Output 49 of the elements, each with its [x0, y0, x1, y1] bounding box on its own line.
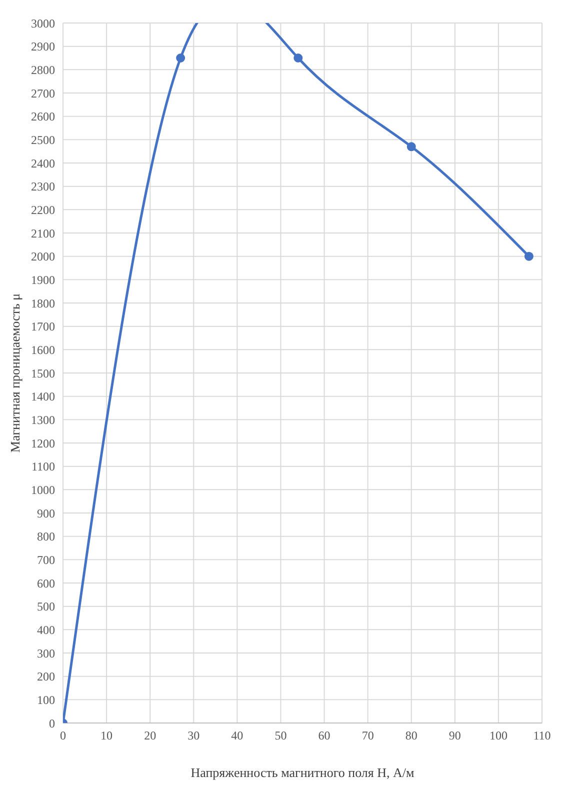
x-tick-label: 40 — [231, 728, 244, 743]
y-tick-label: 1200 — [31, 436, 55, 450]
y-tick-label: 1300 — [31, 412, 55, 427]
x-tick-label: 60 — [318, 728, 330, 743]
y-tick-label: 900 — [37, 506, 55, 520]
y-tick-label: 1400 — [31, 390, 55, 404]
y-tick-label: 1000 — [31, 482, 55, 497]
x-tick-label: 20 — [144, 728, 156, 743]
y-tick-label: 2300 — [31, 180, 55, 194]
x-tick-label: 80 — [405, 728, 418, 743]
x-tick-label: 90 — [448, 728, 461, 743]
y-tick-label: 400 — [37, 622, 55, 637]
x-tick-label: 10 — [100, 728, 113, 743]
x-tick-label: 70 — [362, 728, 374, 743]
point — [524, 252, 534, 261]
x-tick-label: 50 — [274, 728, 287, 743]
y-axis-title: Магнитная проницаемость μ — [8, 293, 23, 453]
y-tick-label: 2100 — [31, 226, 55, 240]
y-tick-label: 1600 — [31, 342, 55, 357]
y-tick-label: 300 — [37, 646, 55, 660]
y-tick-label: 2200 — [31, 202, 55, 217]
x-tick-label: 110 — [533, 728, 551, 743]
x-tick-label: 100 — [489, 728, 508, 743]
y-tick-label: 1900 — [31, 272, 55, 287]
y-tick-label: 200 — [37, 670, 55, 684]
y-tick-label: 1700 — [31, 320, 55, 334]
y-tick-label: 2500 — [31, 132, 55, 147]
point — [176, 54, 186, 62]
x-axis-title: Напряженность магнитного поля H, А/м — [190, 765, 414, 780]
y-tick-label: 2000 — [31, 250, 55, 264]
point — [294, 54, 303, 62]
y-tick-label: 1100 — [31, 460, 55, 474]
x-tick-label: 0 — [60, 728, 66, 743]
y-tick-label: 1800 — [31, 296, 55, 310]
y-tick-label: 600 — [37, 576, 55, 590]
y-tick-label: 500 — [37, 600, 55, 614]
point — [406, 142, 416, 152]
y-tick-label: 800 — [37, 530, 55, 544]
y-tick-label: 2900 — [31, 40, 55, 54]
y-tick-label: 2800 — [31, 62, 55, 77]
y-tick-label: 2700 — [31, 86, 55, 100]
y-tick-label: 3000 — [31, 16, 55, 30]
y-tick-label: 0 — [49, 716, 55, 730]
x-tick-label: 30 — [188, 728, 200, 743]
y-tick-label: 700 — [37, 552, 55, 567]
y-tick-label: 2600 — [31, 110, 55, 124]
y-tick-label: 2400 — [31, 156, 55, 170]
y-tick-label: 100 — [37, 692, 55, 707]
y-tick-label: 1500 — [31, 366, 55, 380]
